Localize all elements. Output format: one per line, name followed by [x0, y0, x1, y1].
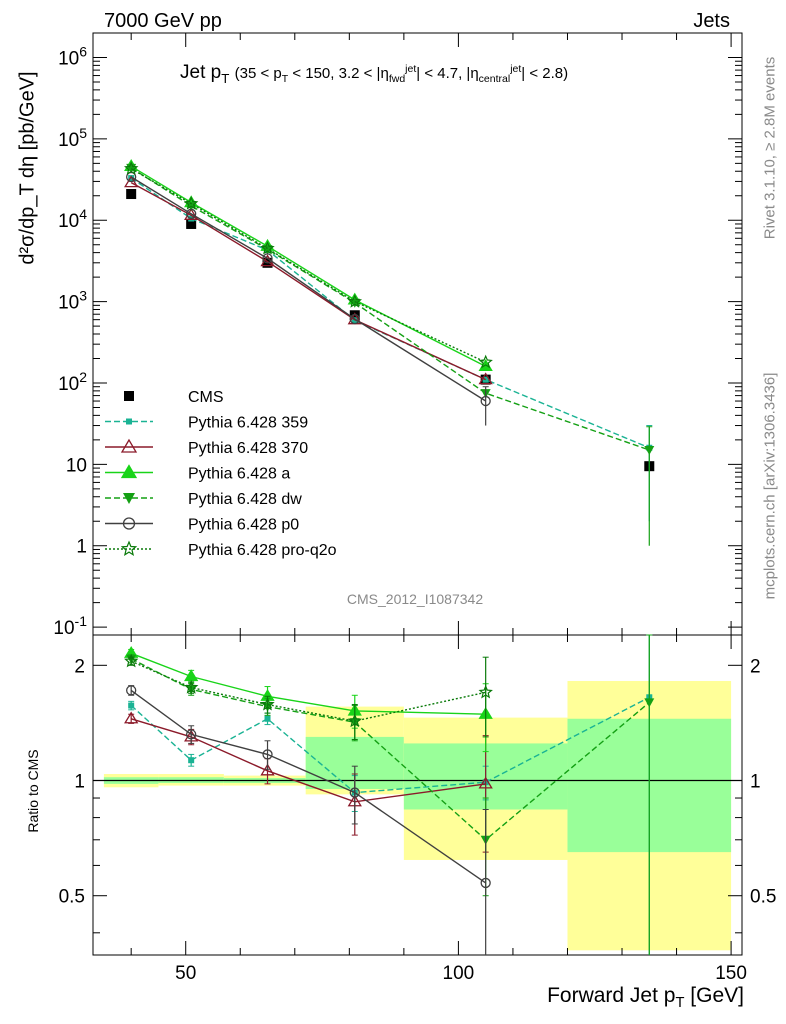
legend-marker-cms	[124, 391, 134, 401]
legend-label-pa: Pythia 6.428 a	[188, 466, 290, 483]
point-p359	[128, 175, 135, 182]
ratio-point-p370	[260, 763, 275, 776]
ratio-point-p370	[478, 776, 493, 789]
y-tick-label: 10-1	[53, 613, 87, 639]
legend-label-pp0: Pythia 6.428 p0	[188, 517, 299, 534]
point-cms	[349, 310, 360, 321]
ratio-y-tick-label-right: 2	[750, 656, 761, 677]
y-tick-label: 106	[58, 43, 87, 69]
series-line-p370	[130, 181, 486, 381]
ratio-point-pp0	[186, 729, 197, 740]
point-cms	[186, 218, 197, 229]
ratio-point-p359	[188, 757, 195, 764]
y-axis-label-ratio: Ratio to CMS	[25, 749, 41, 833]
y-tick-label: 104	[58, 206, 87, 232]
ratio-point-pq2o	[478, 684, 493, 699]
legend-label-pq2o: Pythia 6.428 pro-q2o	[188, 542, 337, 559]
ratio-point-pq2o	[184, 679, 199, 694]
ratio-y-tick-label: 0.5	[59, 887, 85, 908]
ratio-point-pp0	[480, 877, 491, 889]
ratio-line-p359	[130, 696, 650, 794]
ratio-line-pdw	[130, 658, 650, 841]
point-p370	[124, 175, 139, 188]
y-axis-label-main: d²σ/dp_T dη [pb/GeV]	[16, 71, 39, 265]
beam-energy-label: 7000 GeV pp	[104, 10, 222, 32]
point-pdw	[262, 245, 273, 255]
legend-marker-pp0	[122, 517, 136, 530]
ratio-point-p359	[128, 702, 135, 709]
point-pq2o	[260, 240, 275, 255]
point-pp0	[186, 208, 197, 219]
ratio-point-pq2o	[124, 653, 139, 668]
legend-marker-pq2o	[120, 540, 138, 556]
point-pdw	[349, 298, 360, 308]
point-pp0	[480, 395, 491, 407]
x-tick-label: 100	[443, 963, 475, 984]
rivet-version-label: Rivet 3.1.10, ≥ 2.8M events	[761, 56, 779, 240]
point-pp0	[262, 253, 273, 264]
legend-label-cms: CMS	[188, 389, 224, 406]
ratio-point-pq2o	[347, 713, 363, 728]
analysis-id-label: CMS_2012_I1087342	[346, 591, 484, 607]
ratio-y-tick-label: 2	[74, 656, 85, 677]
legend-label-p370: Pythia 6.428 370	[188, 440, 308, 457]
main-panel: 10-1 1 10 102 103 104 105 106	[53, 32, 743, 639]
point-pq2o	[347, 294, 362, 308]
ratio-y-tick-label-right: 0.5	[750, 887, 776, 908]
ratio-point-pdw	[644, 698, 655, 708]
series-line-pa	[130, 165, 487, 368]
ratio-frame	[92, 634, 743, 956]
point-p370	[184, 208, 199, 220]
ratio-point-pp0	[349, 787, 360, 798]
x-tick-label: 50	[175, 963, 196, 984]
plot-title: Jet pT (35 < pT < 150, 3.2 < |ηfwdjet| <…	[180, 62, 569, 86]
point-pq2o	[124, 161, 139, 175]
observable-group-label: Jets	[693, 10, 730, 32]
legend-marker-p359	[126, 418, 132, 425]
ratio-point-p359	[264, 715, 271, 722]
legend-label-pdw: Pythia 6.428 dw	[188, 491, 302, 508]
y-tick-label: 103	[58, 288, 87, 314]
point-pq2o	[478, 354, 493, 369]
ratio-line-pq2o	[130, 660, 486, 722]
legend: CMS Pythia 6.428 359 Pythia 6.428 370 Pythi…	[105, 389, 337, 559]
point-pdw	[644, 446, 655, 456]
ratio-point-pp0	[262, 749, 273, 760]
y-tick-label: 10	[66, 455, 87, 476]
series-line-pp0	[130, 176, 487, 402]
source-url-label: mcplots.cern.ch [arXiv:1306.3436]	[761, 372, 779, 600]
legend-marker-pdw	[123, 493, 135, 504]
legend-marker-pa	[120, 464, 138, 479]
series-line-pq2o	[130, 168, 486, 363]
ratio-y-tick-label-right: 1	[750, 772, 761, 793]
point-pp0	[349, 313, 360, 325]
point-pq2o	[184, 196, 199, 210]
legend-label-p359: Pythia 6.428 359	[188, 415, 308, 432]
point-p370	[478, 372, 493, 385]
series-line-p359	[130, 177, 650, 449]
y-tick-label: 1	[76, 537, 87, 558]
point-pp0	[126, 171, 137, 183]
legend-marker-p370	[120, 438, 138, 453]
x-axis-label: Forward Jet pT [GeV]	[547, 984, 744, 1012]
y-tick-label: 102	[58, 369, 87, 395]
x-tick-label: 150	[715, 963, 747, 984]
ratio-y-tick-label: 1	[74, 772, 85, 793]
ratio-point-pq2o	[260, 696, 275, 711]
ratio-panel: 0.5 0.5 1 1 2 2 50 100 150	[59, 634, 776, 984]
point-cms	[126, 189, 137, 200]
ratio-point-p370	[124, 711, 139, 724]
series-line-pdw	[130, 167, 650, 451]
ratio-point-pp0	[126, 685, 137, 696]
y-tick-label: 105	[58, 125, 87, 151]
